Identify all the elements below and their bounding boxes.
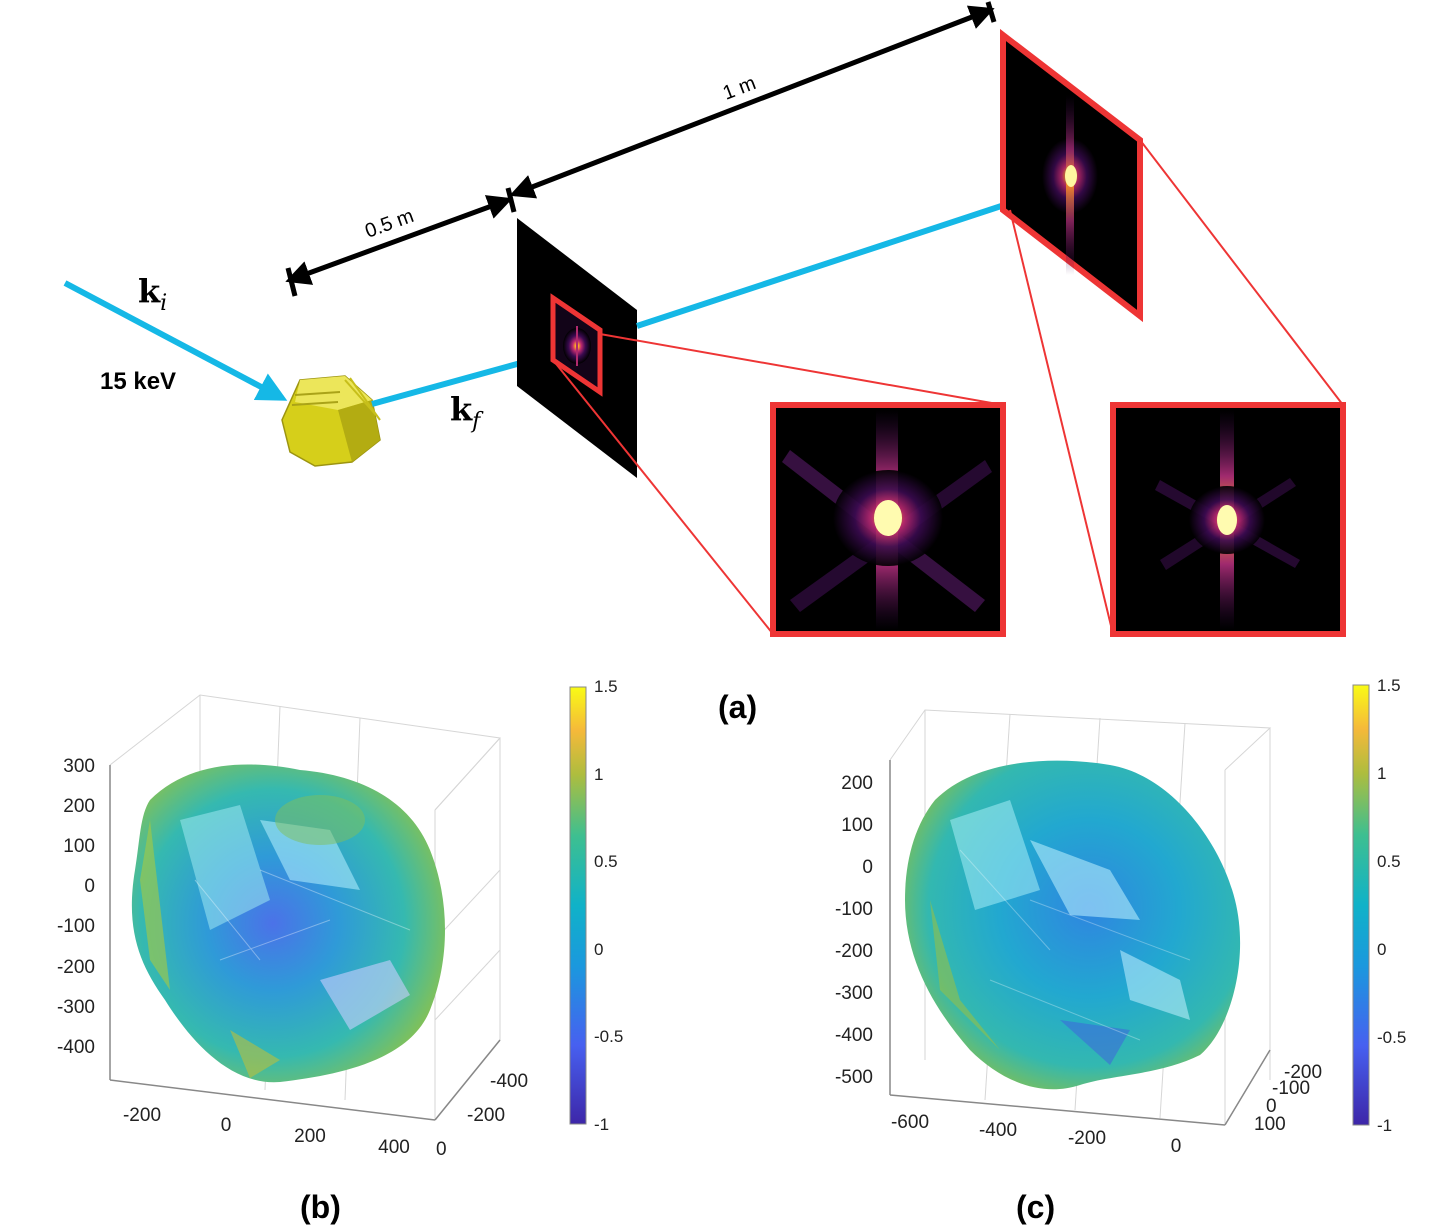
- near-detector-zoom-inset: [770, 402, 1006, 637]
- plot-c-cb-tick: 1: [1377, 764, 1386, 783]
- plot-b-z-tick: 200: [63, 796, 95, 817]
- plot-b-x-tick: 200: [294, 1126, 326, 1147]
- plot-b-z-tick: 0: [84, 876, 95, 897]
- plot-b-z-tick: -200: [57, 957, 95, 978]
- plot-b-x-tick: 400: [378, 1137, 410, 1158]
- plot-c-cb-tick: 1.5: [1377, 676, 1401, 695]
- plot-c-y-ticks: -200 -100 0 100: [1254, 1062, 1322, 1135]
- plot-b-surface: [131, 764, 446, 1083]
- plot-c-z-tick: -200: [835, 941, 873, 962]
- plot-c-x-ticks: -600 -400 -200 0: [891, 1112, 1181, 1157]
- scattered-beam-far: [636, 179, 1068, 329]
- plot-c-y-tick: -100: [1272, 1078, 1310, 1099]
- plot-b-x-tick: -200: [123, 1105, 161, 1126]
- plot-c-cb-tick: 0: [1377, 940, 1386, 959]
- plot-c-z-ticks: 200 100 0 -100 -200 -300 -400 -500: [835, 773, 873, 1088]
- plot-c-z-tick: -500: [835, 1067, 873, 1088]
- plot-c-cb-tick: -1: [1377, 1116, 1392, 1135]
- panel-label-b: (b): [300, 1189, 341, 1225]
- plot-c-z-tick: 0: [862, 857, 873, 878]
- incident-beam: [63, 280, 288, 401]
- plot-c-z-tick: -400: [835, 1025, 873, 1046]
- panel-label-a: (a): [718, 689, 757, 725]
- plot-c-z-tick: 100: [841, 815, 873, 836]
- plot-b-z-ticks: 300 200 100 0 -100 -200 -300 -400: [57, 756, 95, 1058]
- far-detector: [1000, 28, 1143, 323]
- plot-c-y-tick: 100: [1254, 1114, 1286, 1135]
- plot-b-y-tick: -200: [467, 1105, 505, 1126]
- plot-c-colorbar: 1.5 1 0.5 0 -0.5 -1: [1352, 676, 1406, 1135]
- plot-c-y-tick: 0: [1266, 1096, 1277, 1117]
- plot-b-cb-tick: 1.5: [594, 677, 618, 696]
- crystal: [281, 375, 381, 467]
- plot-b-cb-tick: 0: [594, 940, 603, 959]
- plot-b: 300 200 100 0 -100 -200 -300 -400 -200 0…: [57, 677, 623, 1225]
- plot-b-z-tick: -400: [57, 1037, 95, 1058]
- schematic: ki 15 keV kf: [63, 1, 1346, 725]
- plot-c-z-tick: 200: [841, 773, 873, 794]
- plot-c-z-tick: -300: [835, 983, 873, 1004]
- plot-c-x-tick: -200: [1068, 1128, 1106, 1149]
- incident-wavevector-label: ki: [138, 272, 167, 316]
- energy-label: 15 keV: [100, 368, 176, 395]
- plot-c: 200 100 0 -100 -200 -300 -400 -500 -600 …: [835, 676, 1406, 1225]
- far-detector-zoom-inset: [1110, 402, 1346, 637]
- near-detector: [517, 218, 637, 478]
- plot-b-x-tick: 0: [221, 1115, 232, 1136]
- plot-b-z-tick: -100: [57, 916, 95, 937]
- plot-b-cb-tick: 1: [594, 765, 603, 784]
- plot-b-cb-tick: -1: [594, 1115, 609, 1134]
- plot-c-x-tick: -400: [979, 1120, 1017, 1141]
- plot-c-cb-tick: -0.5: [1377, 1028, 1406, 1047]
- plot-c-z-tick: -100: [835, 899, 873, 920]
- plot-c-cb-tick: 0.5: [1377, 852, 1401, 871]
- plot-b-y-ticks: -400 -200 0: [436, 1071, 528, 1160]
- panel-label-c: (c): [1016, 1189, 1055, 1225]
- plot-b-y-tick: 0: [436, 1139, 447, 1160]
- plot-b-z-tick: -300: [57, 997, 95, 1018]
- plot-c-x-tick: -600: [891, 1112, 929, 1133]
- plot-b-x-ticks: -200 0 200 400: [123, 1105, 410, 1158]
- plot-b-z-tick: 300: [63, 756, 95, 777]
- zoom-connectors: [552, 139, 1344, 635]
- plot-c-y-tick: -200: [1284, 1062, 1322, 1083]
- plot-b-colorbar: 1.5 1 0.5 0 -0.5 -1: [569, 677, 623, 1134]
- plot-c-surface: [905, 760, 1241, 1090]
- plot-b-cb-tick: 0.5: [594, 852, 618, 871]
- plot-b-y-tick: -400: [490, 1071, 528, 1092]
- distance-near: 0.5 m: [285, 187, 517, 297]
- distance-far: 1 m: [509, 1, 997, 199]
- plot-c-x-tick: 0: [1171, 1136, 1182, 1157]
- plot-b-cb-tick: -0.5: [594, 1027, 623, 1046]
- scattered-wavevector-label: kf: [450, 390, 484, 434]
- plot-b-z-tick: 100: [63, 836, 95, 857]
